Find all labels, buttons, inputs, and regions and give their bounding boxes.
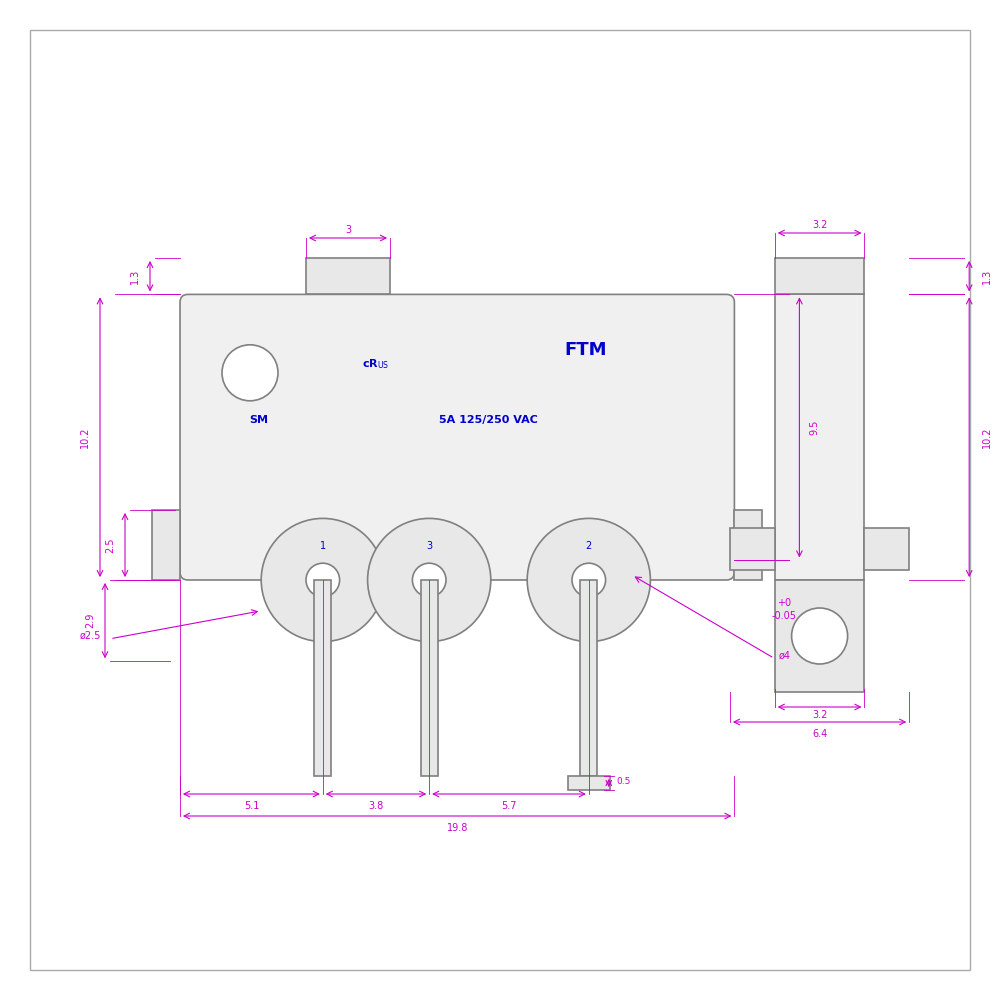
Bar [734,510,762,580]
Text: 19.8: 19.8 [447,823,468,833]
Text: 10.2: 10.2 [982,426,992,448]
Bar [580,580,597,776]
Bar [775,258,864,294]
Text: 6.4: 6.4 [812,729,827,739]
FancyBboxPatch shape [180,294,734,580]
Bar [421,580,438,776]
Circle shape [306,563,340,597]
Text: FTM: FTM [565,341,607,359]
Text: 5.7: 5.7 [501,801,517,811]
Circle shape [368,518,491,642]
Bar [775,294,864,580]
Circle shape [412,563,446,597]
Bar [864,528,909,570]
Text: 3: 3 [345,225,351,235]
Bar [152,510,180,580]
Bar [568,776,610,790]
Text: +0
-0.05: +0 -0.05 [772,598,797,621]
Text: 2.9: 2.9 [85,613,95,628]
Text: 1: 1 [320,541,326,551]
Text: 3.2: 3.2 [812,220,827,230]
Text: 2.5: 2.5 [105,537,115,553]
Circle shape [572,563,606,597]
Circle shape [222,345,278,401]
Bar [730,528,775,570]
Circle shape [527,518,650,642]
Text: 3.2: 3.2 [812,710,827,720]
Text: $\mathbf{c}\mathbf{R}_\mathrm{US}$: $\mathbf{c}\mathbf{R}_\mathrm{US}$ [362,358,390,371]
Bar [306,258,390,294]
Text: 2: 2 [586,541,592,551]
Text: 10.2: 10.2 [80,426,90,448]
Bar [775,580,864,692]
Text: 1.3: 1.3 [982,269,992,284]
Circle shape [261,518,384,642]
Text: 5A 125/250 VAC: 5A 125/250 VAC [439,415,537,425]
Text: 1.3: 1.3 [130,269,140,284]
Text: 9.5: 9.5 [809,420,819,435]
Text: SM: SM [249,415,268,425]
Circle shape [792,608,848,664]
Text: 5.1: 5.1 [244,801,259,811]
Text: ø2.5: ø2.5 [79,631,101,641]
Text: 0.5: 0.5 [617,777,631,786]
Text: 3: 3 [426,541,432,551]
Text: ø4: ø4 [778,650,790,660]
Text: 3.8: 3.8 [368,801,384,811]
Bar [314,580,331,776]
